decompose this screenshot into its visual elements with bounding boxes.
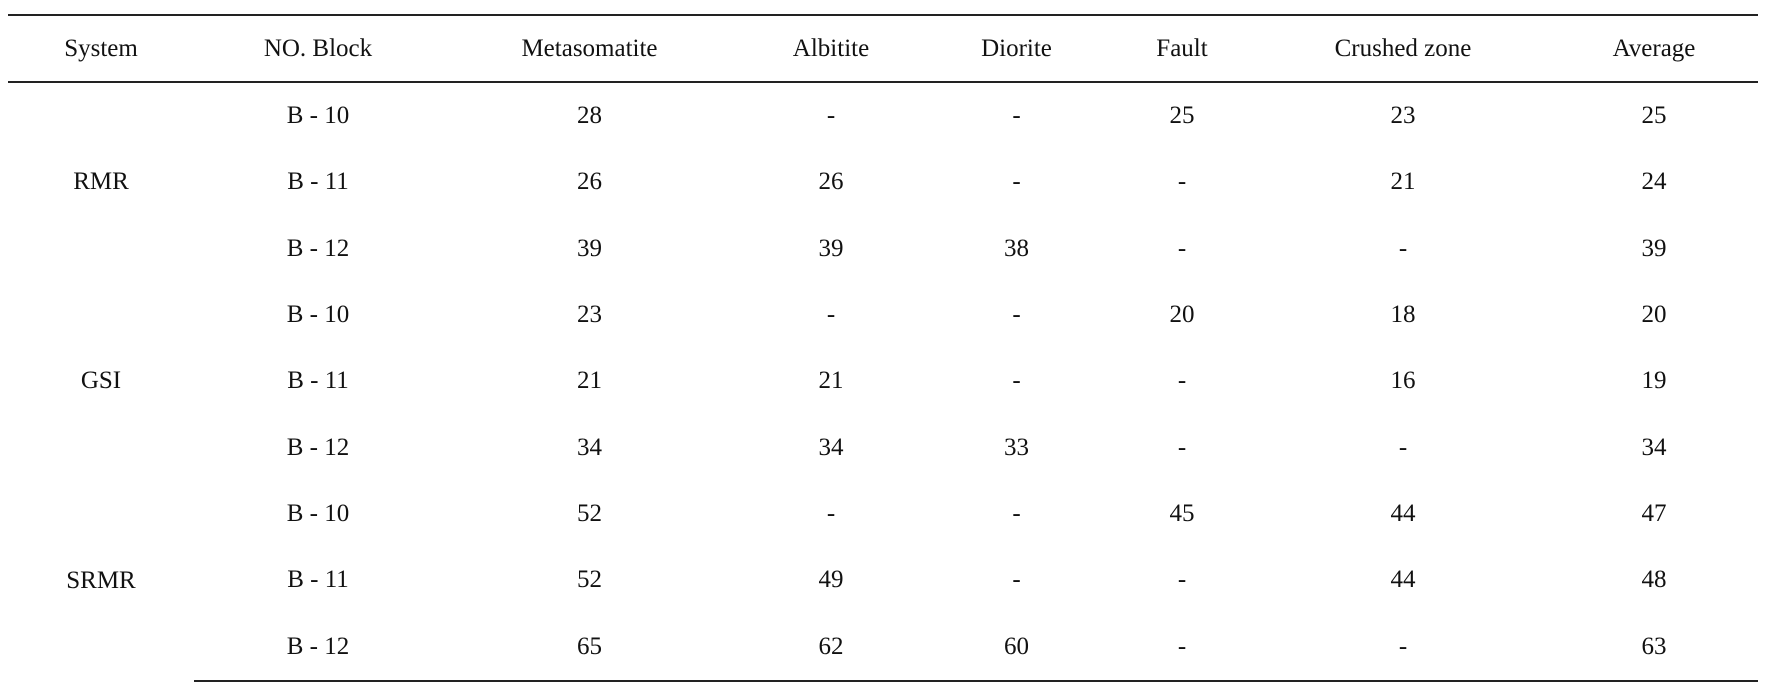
table-row: B - 12 39 39 38 - - 39 xyxy=(8,216,1758,282)
diorite-cell: 33 xyxy=(1004,433,1029,461)
crushed-zone-cell: - xyxy=(1398,234,1408,262)
metasomatite-cell: 26 xyxy=(577,168,602,196)
block-cell: B - 10 xyxy=(286,301,350,329)
system-label-srmr: SRMR xyxy=(66,566,136,594)
header-albitite: Albitite xyxy=(737,14,925,83)
table-row: B - 11 52 49 - - 44 48 xyxy=(8,547,1758,613)
metasomatite-cell: 52 xyxy=(577,566,602,594)
albitite-cell: 49 xyxy=(818,566,844,594)
crushed-zone-cell: 23 xyxy=(1390,102,1416,130)
fault-cell: - xyxy=(1177,234,1187,262)
fault-cell: - xyxy=(1108,613,1256,682)
average-cell: 48 xyxy=(1641,566,1667,594)
albitite-cell: 62 xyxy=(737,613,925,682)
average-cell: 24 xyxy=(1641,168,1667,196)
crushed-zone-cell: 21 xyxy=(1390,168,1416,196)
diorite-cell: - xyxy=(1012,301,1021,329)
average-cell: 34 xyxy=(1641,433,1667,461)
diorite-cell: 60 xyxy=(925,613,1108,682)
table-row: B - 12 34 34 33 - - 34 xyxy=(8,414,1758,480)
rock-mass-classification-table: System NO. Block Metasomatite Albitite D… xyxy=(8,14,1758,682)
albitite-cell: 26 xyxy=(818,168,844,196)
diorite-cell: - xyxy=(1012,566,1021,594)
average-cell: 47 xyxy=(1641,499,1667,527)
table-row: GSI B - 10 23 - - 20 18 20 xyxy=(8,282,1758,394)
fault-cell: 20 xyxy=(1169,301,1195,329)
header-average: Average xyxy=(1550,14,1758,83)
block-cell: B - 11 xyxy=(287,566,349,594)
metasomatite-cell: 21 xyxy=(577,367,602,395)
table-row: SRMR B - 10 52 - - 45 44 47 xyxy=(8,481,1758,594)
table-row: B - 12 65 62 60 - - 63 xyxy=(8,613,1758,682)
block-cell: B - 10 xyxy=(286,499,350,527)
system-label-gsi: GSI xyxy=(80,367,122,395)
average-cell: 25 xyxy=(1641,102,1667,130)
fault-cell: - xyxy=(1177,367,1187,395)
table-row: B - 11 26 26 - - 21 24 xyxy=(8,149,1758,215)
block-cell: B - 12 xyxy=(286,234,350,262)
header-metasomatite: Metasomatite xyxy=(442,14,737,83)
average-cell: 20 xyxy=(1641,301,1667,329)
average-cell: 63 xyxy=(1550,613,1758,682)
system-label-rmr: RMR xyxy=(73,168,129,196)
table-row: B - 11 21 21 - - 16 19 xyxy=(8,348,1758,414)
block-cell: B - 12 xyxy=(286,433,350,461)
table-row: RMR B - 10 28 - - 25 23 25 xyxy=(8,82,1758,195)
albitite-cell: - xyxy=(826,102,836,130)
fault-cell: - xyxy=(1177,566,1187,594)
albitite-cell: - xyxy=(826,301,836,329)
crushed-zone-cell: 16 xyxy=(1390,367,1416,395)
albitite-cell: 21 xyxy=(818,367,844,395)
header-system: System xyxy=(8,14,194,83)
crushed-zone-cell: 44 xyxy=(1390,566,1416,594)
average-cell: 19 xyxy=(1641,367,1667,395)
header-fault: Fault xyxy=(1108,14,1256,83)
header-diorite: Diorite xyxy=(925,14,1108,83)
crushed-zone-cell: - xyxy=(1256,613,1550,682)
albitite-cell: 39 xyxy=(818,234,844,262)
diorite-cell: - xyxy=(1012,102,1021,130)
crushed-zone-cell: - xyxy=(1398,433,1408,461)
diorite-cell: 38 xyxy=(1004,234,1029,262)
crushed-zone-cell: 18 xyxy=(1390,301,1416,329)
fault-cell: 25 xyxy=(1169,102,1195,130)
diorite-cell: - xyxy=(1012,499,1021,527)
crushed-zone-cell: 44 xyxy=(1390,499,1416,527)
block-cell: B - 11 xyxy=(287,168,349,196)
albitite-cell: 34 xyxy=(818,433,844,461)
metasomatite-cell: 23 xyxy=(577,301,602,329)
metasomatite-cell: 34 xyxy=(577,433,602,461)
block-cell: B - 12 xyxy=(194,613,442,682)
metasomatite-cell: 28 xyxy=(577,102,602,130)
diorite-cell: - xyxy=(1012,367,1021,395)
header-row: System NO. Block Metasomatite Albitite D… xyxy=(8,14,1758,83)
metasomatite-cell: 39 xyxy=(577,234,602,262)
block-cell: B - 11 xyxy=(287,367,349,395)
average-cell: 39 xyxy=(1641,234,1667,262)
metasomatite-cell: 65 xyxy=(442,613,737,682)
fault-cell: - xyxy=(1177,168,1187,196)
fault-cell: - xyxy=(1177,433,1187,461)
header-block: NO. Block xyxy=(194,14,442,83)
diorite-cell: - xyxy=(1012,168,1021,196)
albitite-cell: - xyxy=(826,499,836,527)
fault-cell: 45 xyxy=(1169,499,1195,527)
metasomatite-cell: 52 xyxy=(577,499,602,527)
rock-mass-classification-table-container: System NO. Block Metasomatite Albitite D… xyxy=(8,14,1758,682)
header-crushed-zone: Crushed zone xyxy=(1256,14,1550,83)
block-cell: B - 10 xyxy=(286,102,350,130)
